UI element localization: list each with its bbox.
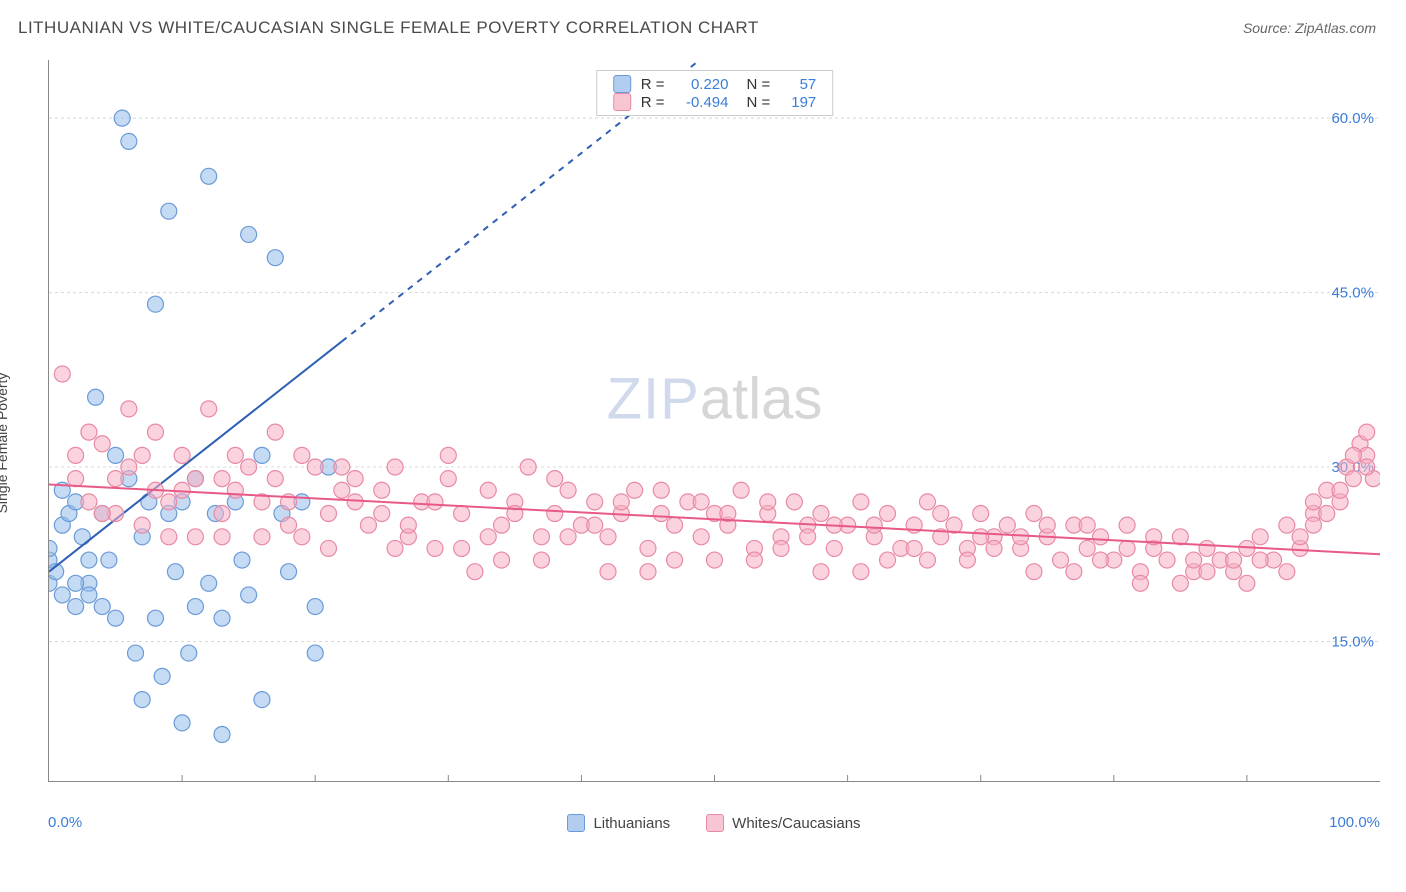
legend-row: R =0.220N =57 [613, 75, 817, 93]
legend-row: R =-0.494N =197 [613, 93, 817, 111]
legend-item: Whites/Caucasians [706, 814, 860, 832]
chart-container: Single Female Poverty 15.0%30.0%45.0%60.… [42, 48, 1386, 838]
chart-title: LITHUANIAN VS WHITE/CAUCASIAN SINGLE FEM… [18, 18, 759, 38]
svg-text:15.0%: 15.0% [1331, 633, 1374, 650]
y-axis-label: Single Female Poverty [0, 373, 10, 514]
svg-text:60.0%: 60.0% [1331, 110, 1374, 127]
source-label: Source: ZipAtlas.com [1243, 20, 1376, 36]
plot-area: 15.0%30.0%45.0%60.0% ZIPatlas R =0.220N … [48, 60, 1380, 782]
legend-item: Lithuanians [567, 814, 670, 832]
correlation-legend: R =0.220N =57R =-0.494N =197 [596, 70, 834, 116]
series-legend: Lithuanians Whites/Caucasians [42, 814, 1386, 836]
svg-text:45.0%: 45.0% [1331, 285, 1374, 302]
